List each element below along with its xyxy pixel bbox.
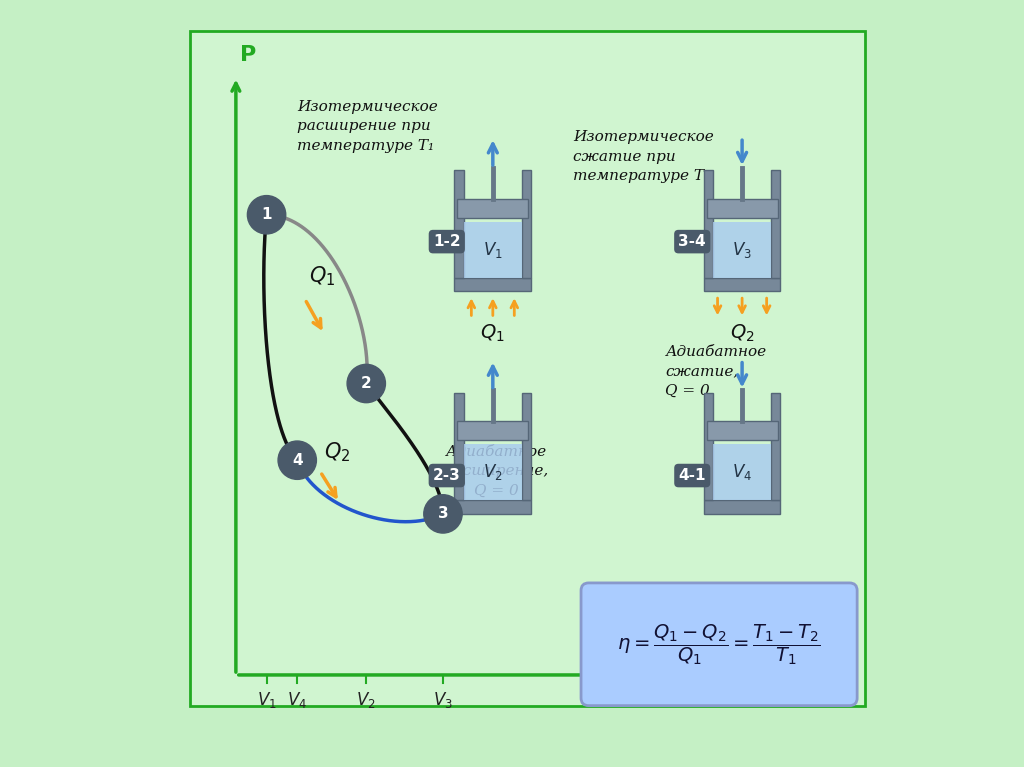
- Text: Изотермическое
расширение при
температуре T₁: Изотермическое расширение при температур…: [297, 100, 438, 153]
- Text: $V_4$: $V_4$: [732, 463, 753, 482]
- Bar: [458, 421, 528, 440]
- Text: Адиабатное
сжатие,
Q = 0: Адиабатное сжатие, Q = 0: [666, 345, 767, 398]
- Bar: [703, 500, 780, 514]
- Text: V: V: [615, 668, 632, 690]
- Circle shape: [279, 441, 316, 479]
- Bar: [464, 444, 522, 500]
- Text: $Q_2$: $Q_2$: [730, 323, 755, 344]
- Text: 1-2: 1-2: [433, 234, 461, 249]
- Bar: [713, 222, 771, 278]
- Bar: [703, 170, 713, 278]
- Bar: [771, 393, 780, 500]
- Text: $V_1$: $V_1$: [483, 240, 503, 260]
- Circle shape: [347, 364, 385, 403]
- Bar: [703, 393, 713, 500]
- Text: 2: 2: [360, 376, 372, 391]
- Bar: [455, 278, 531, 291]
- Text: 4: 4: [292, 453, 302, 468]
- Bar: [458, 199, 528, 218]
- Bar: [707, 199, 777, 218]
- Bar: [713, 444, 771, 500]
- Text: $V_1$: $V_1$: [257, 690, 276, 710]
- Text: 4-1: 4-1: [679, 468, 706, 483]
- Bar: [771, 170, 780, 278]
- Bar: [522, 170, 531, 278]
- Text: $V_4$: $V_4$: [287, 690, 307, 710]
- Bar: [707, 421, 777, 440]
- Text: Изотермическое
сжатие при
температуре T₂: Изотермическое сжатие при температуре T₂: [573, 130, 714, 183]
- Text: $Q_2$: $Q_2$: [324, 440, 350, 464]
- Text: $V_3$: $V_3$: [732, 240, 752, 260]
- FancyBboxPatch shape: [189, 31, 865, 706]
- Bar: [455, 393, 464, 500]
- Text: $\eta = \dfrac{Q_1 - Q_2}{Q_1} = \dfrac{T_1 - T_2}{T_1}$: $\eta = \dfrac{Q_1 - Q_2}{Q_1} = \dfrac{…: [617, 622, 821, 667]
- Text: 2-3: 2-3: [433, 468, 461, 483]
- Circle shape: [248, 196, 286, 234]
- Text: $Q_1$: $Q_1$: [309, 264, 335, 288]
- Text: P: P: [240, 45, 256, 65]
- Text: 3: 3: [437, 506, 449, 522]
- Text: $Q_1$: $Q_1$: [480, 323, 505, 344]
- Circle shape: [424, 495, 462, 533]
- Text: Адиабатное
расширение,
Q = 0: Адиабатное расширение, Q = 0: [444, 445, 549, 498]
- Bar: [522, 393, 531, 500]
- Text: $V_3$: $V_3$: [433, 690, 453, 710]
- Text: 3-4: 3-4: [679, 234, 707, 249]
- Bar: [703, 278, 780, 291]
- FancyBboxPatch shape: [581, 583, 857, 706]
- Bar: [464, 222, 522, 278]
- Text: $V_2$: $V_2$: [356, 690, 376, 710]
- Bar: [455, 170, 464, 278]
- Bar: [455, 500, 531, 514]
- Text: 1: 1: [261, 207, 271, 222]
- Text: $V_2$: $V_2$: [483, 463, 503, 482]
